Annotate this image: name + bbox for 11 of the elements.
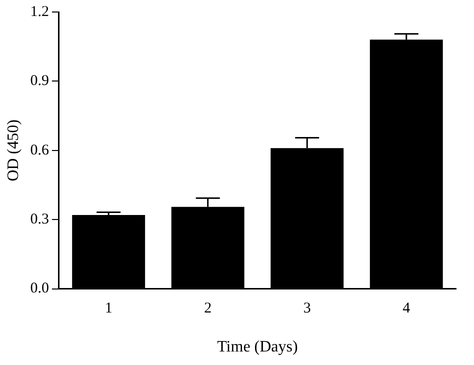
x-tick-label: 1 — [104, 300, 112, 317]
y-tick-label: 0.6 — [30, 142, 50, 158]
y-tick-label: 0.9 — [30, 73, 49, 90]
x-axis-title: Time (Days) — [217, 338, 298, 356]
x-tick-label: 2 — [204, 300, 212, 317]
y-axis-title: OD (450) — [4, 120, 22, 182]
y-tick-label: 1.2 — [30, 4, 49, 20]
x-tick-label: 3 — [303, 300, 311, 317]
x-tick-label: 4 — [402, 300, 411, 317]
y-tick-label: 0.0 — [30, 280, 49, 297]
y-tick-label: 0.3 — [30, 212, 49, 228]
